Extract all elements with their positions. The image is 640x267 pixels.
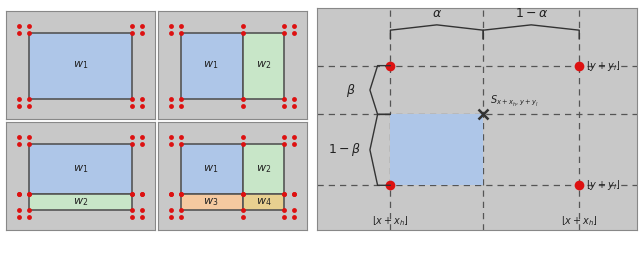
Text: $w_2$: $w_2$ — [73, 196, 88, 208]
Bar — [243, 33, 284, 99]
Text: $w_1$: $w_1$ — [73, 163, 88, 175]
Bar — [29, 33, 132, 99]
Text: $w_1$: $w_1$ — [73, 59, 88, 71]
Bar — [243, 144, 284, 194]
Text: $1-\alpha$: $1-\alpha$ — [515, 7, 548, 20]
Text: $w_1$: $w_1$ — [204, 163, 219, 175]
Bar — [29, 144, 132, 194]
Text: $\lfloor x+x_h \rfloor$: $\lfloor x+x_h \rfloor$ — [561, 214, 598, 228]
Bar — [180, 144, 243, 194]
Text: $w_2$: $w_2$ — [256, 59, 271, 71]
Text: $\lfloor x+x_h \rfloor$: $\lfloor x+x_h \rfloor$ — [372, 214, 409, 228]
Text: $\alpha$: $\alpha$ — [432, 7, 442, 20]
Text: $\beta$: $\beta$ — [346, 81, 356, 99]
Bar — [180, 194, 243, 210]
Text: $w_4$: $w_4$ — [256, 196, 271, 208]
Text: $S_{x+x_h,y+y_l}$: $S_{x+x_h,y+y_l}$ — [490, 93, 539, 108]
Text: $w_3$: $w_3$ — [204, 196, 219, 208]
Bar — [29, 194, 132, 210]
Bar — [243, 194, 284, 210]
Text: $1-\beta$: $1-\beta$ — [328, 141, 361, 158]
Text: $\lfloor y+y_l \rfloor$: $\lfloor y+y_l \rfloor$ — [586, 178, 620, 192]
Text: $w_1$: $w_1$ — [204, 59, 219, 71]
Text: $\lfloor y+y_l \rfloor$: $\lfloor y+y_l \rfloor$ — [586, 59, 620, 73]
Bar — [180, 33, 243, 99]
Bar — [390, 114, 483, 185]
Text: $w_2$: $w_2$ — [256, 163, 271, 175]
